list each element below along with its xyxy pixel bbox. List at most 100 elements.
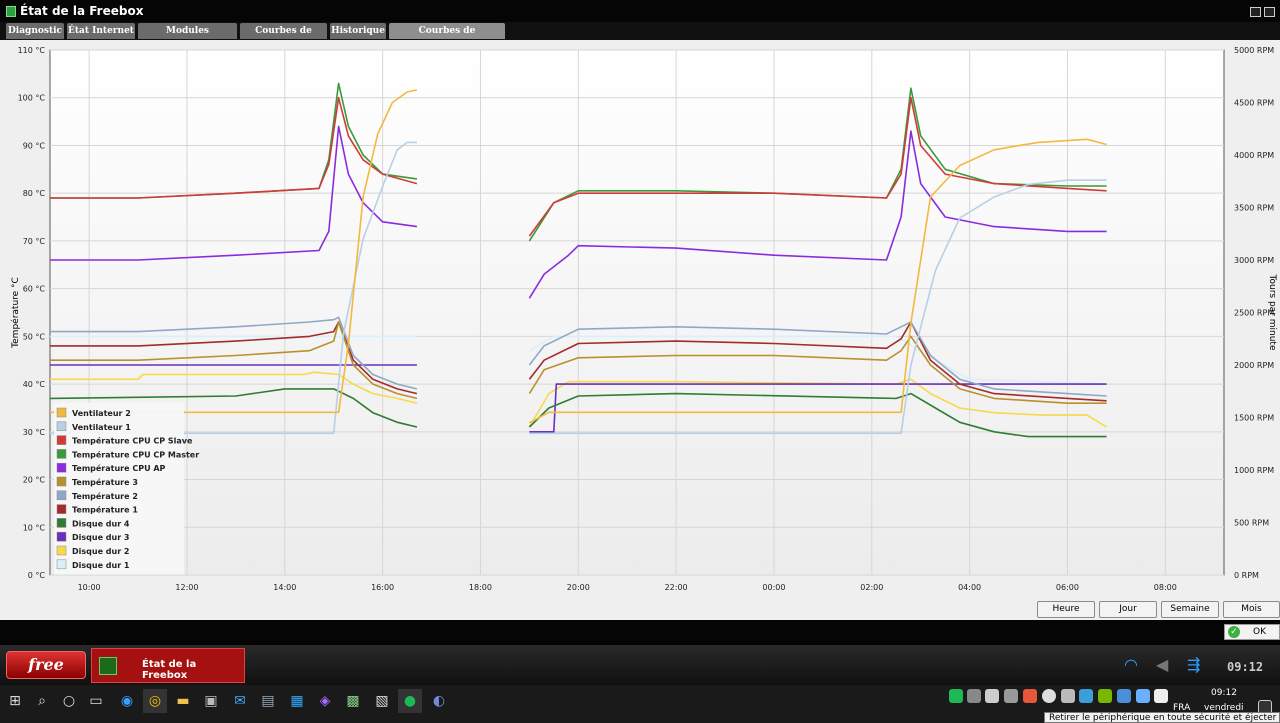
series-line-disque-dur-3 xyxy=(529,383,1107,433)
series-line-temp-rature-3 xyxy=(50,321,418,400)
messenger-icon[interactable]: ◈ xyxy=(319,693,331,709)
tab-modules-extension[interactable]: Modules d'extension xyxy=(138,23,237,52)
y2-tick-label: 500 RPM xyxy=(1234,519,1269,528)
legend-swatch xyxy=(56,490,67,501)
tray-icon-11[interactable] xyxy=(1136,689,1150,703)
tab-diagnostic[interactable]: Diagnostic xyxy=(6,23,64,39)
x-tick-label: 12:00 xyxy=(175,583,198,592)
plot-area xyxy=(49,49,1225,576)
y-tick-label: 80 °C xyxy=(23,189,46,198)
series-line-disque-dur-4 xyxy=(49,388,418,428)
system-time[interactable]: 09:12 xyxy=(1211,688,1237,698)
legend-label: Ventilateur 2 xyxy=(72,409,131,418)
tab-courbes-debit[interactable]: Courbes de Débit xyxy=(240,23,327,52)
y-tick-label: 40 °C xyxy=(23,380,46,389)
x-tick-label: 18:00 xyxy=(469,583,492,592)
app-icon-5[interactable]: ▤ xyxy=(261,693,275,709)
series-line-temp-rature-1 xyxy=(50,321,418,395)
wifi-icon[interactable]: ◠ xyxy=(1124,655,1138,674)
legend-label: Température CPU CP Master xyxy=(72,449,199,459)
legend-swatch xyxy=(56,476,67,487)
tray-icon-12[interactable] xyxy=(1154,689,1168,703)
legend-label: Température CPU CP Slave xyxy=(72,436,193,446)
tab-historique[interactable]: Historique xyxy=(330,23,386,39)
y2-tick-label: 3000 RPM xyxy=(1234,256,1274,265)
series-line-ventilateur-1 xyxy=(529,179,1107,435)
legend-swatch xyxy=(56,449,67,459)
app-icon-9[interactable]: ▧ xyxy=(375,693,389,709)
range-semaine-button[interactable]: Semaine xyxy=(1161,601,1219,618)
legend-label: Disque dur 1 xyxy=(72,561,130,570)
system-day[interactable]: vendredi xyxy=(1204,703,1244,713)
legend-swatch xyxy=(56,435,67,445)
cloud-icon[interactable] xyxy=(1042,689,1056,703)
tray-icon-8[interactable] xyxy=(1079,689,1093,703)
spotify-tray-icon[interactable] xyxy=(949,689,963,703)
x-tick-label: 16:00 xyxy=(371,583,394,592)
legend-label: Température CPU AP xyxy=(72,463,166,473)
monitor-icon xyxy=(99,657,117,675)
y-tick-label: 110 °C xyxy=(18,46,46,55)
x-tick-label: 22:00 xyxy=(665,583,688,592)
spotify-icon[interactable]: ● xyxy=(398,689,422,713)
series-line-temp-rature-cpu-cp-slave xyxy=(50,96,418,199)
y2-tick-label: 4000 RPM xyxy=(1234,151,1274,160)
y2-axis-title: Tours par minute xyxy=(1267,274,1277,351)
language-indicator[interactable]: FRA xyxy=(1173,703,1191,713)
series-line-temp-rature-1 xyxy=(528,321,1107,402)
free-logo[interactable]: free xyxy=(6,651,86,679)
nvidia-icon[interactable] xyxy=(1098,689,1112,703)
tray-icon-2[interactable] xyxy=(967,689,981,703)
megaphone-icon[interactable]: ◀ xyxy=(1156,655,1169,674)
edge-icon[interactable]: ◉ xyxy=(120,693,134,709)
y-tick-label: 100 °C xyxy=(18,94,46,103)
x-tick-label: 10:00 xyxy=(78,583,101,592)
tray-icon-7[interactable] xyxy=(1061,689,1075,703)
chrome-icon[interactable]: ◎ xyxy=(143,689,167,713)
y2-tick-label: 2000 RPM xyxy=(1234,361,1274,370)
ok-button[interactable]: ✓ OK xyxy=(1224,624,1280,640)
file-explorer-icon[interactable]: ▬ xyxy=(176,693,190,709)
store-icon[interactable]: ▣ xyxy=(204,693,218,709)
legend-swatch xyxy=(56,421,67,432)
minimize-icon[interactable] xyxy=(1250,7,1261,17)
tray-icon-5[interactable] xyxy=(1023,689,1037,703)
tab-courbes-temperature[interactable]: Courbes de température xyxy=(389,23,505,52)
windows-start-icon[interactable]: ⊞ xyxy=(9,693,21,709)
y-tick-label: 10 °C xyxy=(23,523,46,532)
tray-tooltip: Retirer le périphérique en toute sécurit… xyxy=(1044,712,1280,723)
x-tick-label: 20:00 xyxy=(567,583,590,592)
legend-swatch xyxy=(56,407,67,418)
y-axis-title: Température °C xyxy=(10,277,21,349)
range-mois-button[interactable]: Mois xyxy=(1223,601,1280,618)
restore-icon[interactable] xyxy=(1264,7,1275,17)
x-tick-label: 14:00 xyxy=(273,583,296,592)
legend-swatch xyxy=(56,559,67,570)
app-icon-6[interactable]: ▦ xyxy=(290,693,304,709)
freebox-task-button[interactable]: État de la Freebox xyxy=(91,648,245,683)
legend-swatch xyxy=(56,504,67,514)
tray-icon-10[interactable] xyxy=(1117,689,1131,703)
tab-etat-internet[interactable]: État Internet xyxy=(67,23,135,39)
title-bar: État de la Freebox xyxy=(0,0,1280,22)
legend-swatch xyxy=(56,545,67,556)
series-line-temp-rature-cpu-ap xyxy=(528,130,1107,299)
cortana-icon[interactable]: ○ xyxy=(62,693,76,709)
tray-icon-3[interactable] xyxy=(985,689,999,703)
tray-icon-4[interactable] xyxy=(1004,689,1018,703)
search-icon[interactable]: ⌕ xyxy=(38,693,46,709)
legend-label: Température 2 xyxy=(72,491,138,501)
y2-tick-label: 2500 RPM xyxy=(1234,309,1274,318)
discord-icon[interactable]: ◐ xyxy=(432,693,446,709)
task-view-icon[interactable]: ▭ xyxy=(89,693,103,709)
series-line-temp-rature-3 xyxy=(528,335,1107,405)
legend-label: Ventilateur 1 xyxy=(72,423,131,432)
usb-icon[interactable]: ⇶ xyxy=(1187,655,1201,674)
range-heure-button[interactable]: Heure xyxy=(1037,601,1095,618)
legend-label: Disque dur 3 xyxy=(72,533,130,542)
series-line-temp-rature-2 xyxy=(50,316,418,390)
photos-icon[interactable]: ▩ xyxy=(346,693,360,709)
mail-icon[interactable]: ✉ xyxy=(234,693,246,709)
window-title: État de la Freebox xyxy=(20,4,144,18)
range-jour-button[interactable]: Jour xyxy=(1099,601,1157,618)
